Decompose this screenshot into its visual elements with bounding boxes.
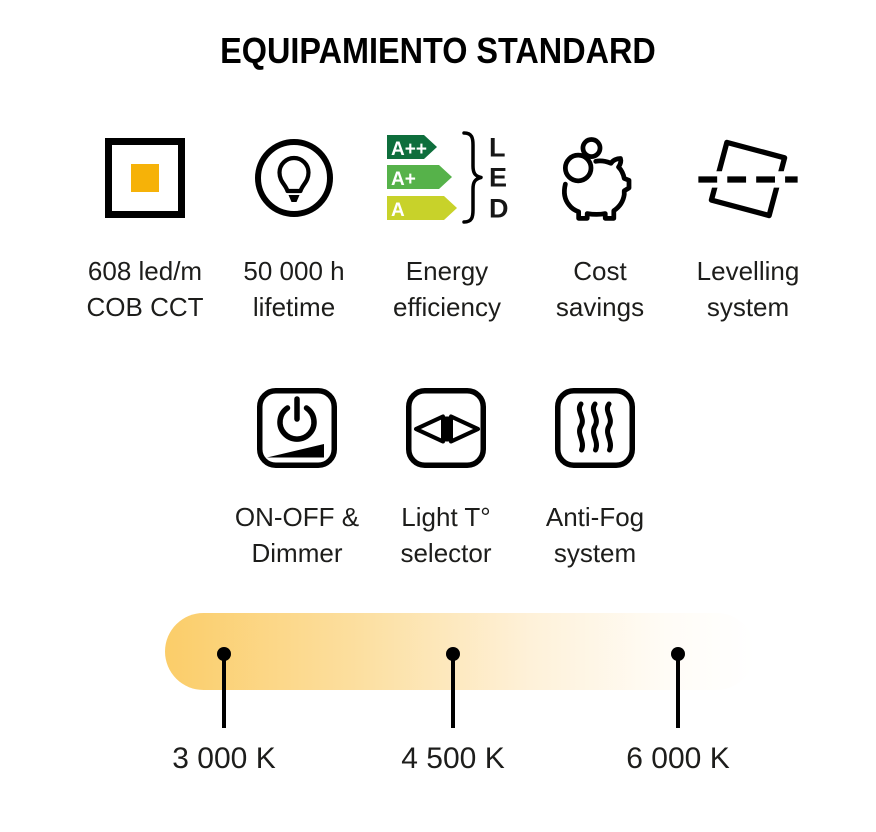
anti-fog-icon — [555, 387, 635, 468]
scale-marker-stem-3000k — [222, 654, 226, 728]
power-dimmer-icon — [257, 387, 337, 468]
cob-led-chip — [131, 163, 159, 192]
temp-selector-icon — [406, 387, 486, 468]
energy-rating-icon: A++ A+ A L E D — [386, 131, 509, 224]
levelling-icon — [695, 139, 801, 218]
feature-energy-efficiency: A++ A+ A L E D Energy efficiency — [367, 125, 527, 325]
temperature-gradient-bar — [165, 613, 755, 690]
led-letter-e: E — [489, 163, 507, 193]
feature-label: 50 000 h lifetime — [243, 256, 345, 322]
feature-label: Cost savings — [555, 256, 645, 322]
feature-label: Light T° selector — [400, 502, 492, 568]
rating-a-plus-plus: A++ — [391, 139, 427, 160]
page-title: EQUIPAMIENTO STANDARD — [220, 30, 656, 71]
led-letter-l: L — [489, 133, 506, 163]
feature-anti-fog: Anti-Fog system — [515, 385, 675, 571]
feature-cob-led: 608 led/m COB CCT — [65, 125, 225, 325]
feature-lifetime: 50 000 h lifetime — [214, 125, 374, 325]
scale-label-3000k: 3 000 K — [172, 742, 276, 775]
cob-led-module-icon — [105, 137, 185, 218]
feature-label: ON-OFF & Dimmer — [234, 502, 360, 568]
feature-label: Energy efficiency — [393, 256, 501, 322]
scale-label-6000k: 6 000 K — [626, 742, 730, 775]
led-brace — [461, 131, 483, 224]
feature-label: Anti-Fog system — [545, 502, 645, 568]
feature-light-temp-selector: Light T° selector — [366, 385, 526, 571]
feature-levelling-system: Levelling system — [668, 125, 828, 325]
led-letter-d: D — [489, 194, 509, 224]
lightbulb-icon — [255, 138, 333, 217]
feature-cost-savings: Cost savings — [520, 125, 680, 325]
feature-label: 608 led/m COB CCT — [86, 256, 204, 322]
scale-marker-stem-4500k — [451, 654, 455, 728]
scale-label-4500k: 4 500 K — [401, 742, 505, 775]
feature-on-off-dimmer: ON-OFF & Dimmer — [217, 385, 377, 571]
scale-marker-stem-6000k — [676, 654, 680, 728]
rating-a-plus: A+ — [391, 169, 416, 190]
piggy-bank-icon — [561, 137, 631, 221]
rating-a: A — [391, 200, 405, 221]
feature-label: Levelling system — [696, 256, 800, 322]
